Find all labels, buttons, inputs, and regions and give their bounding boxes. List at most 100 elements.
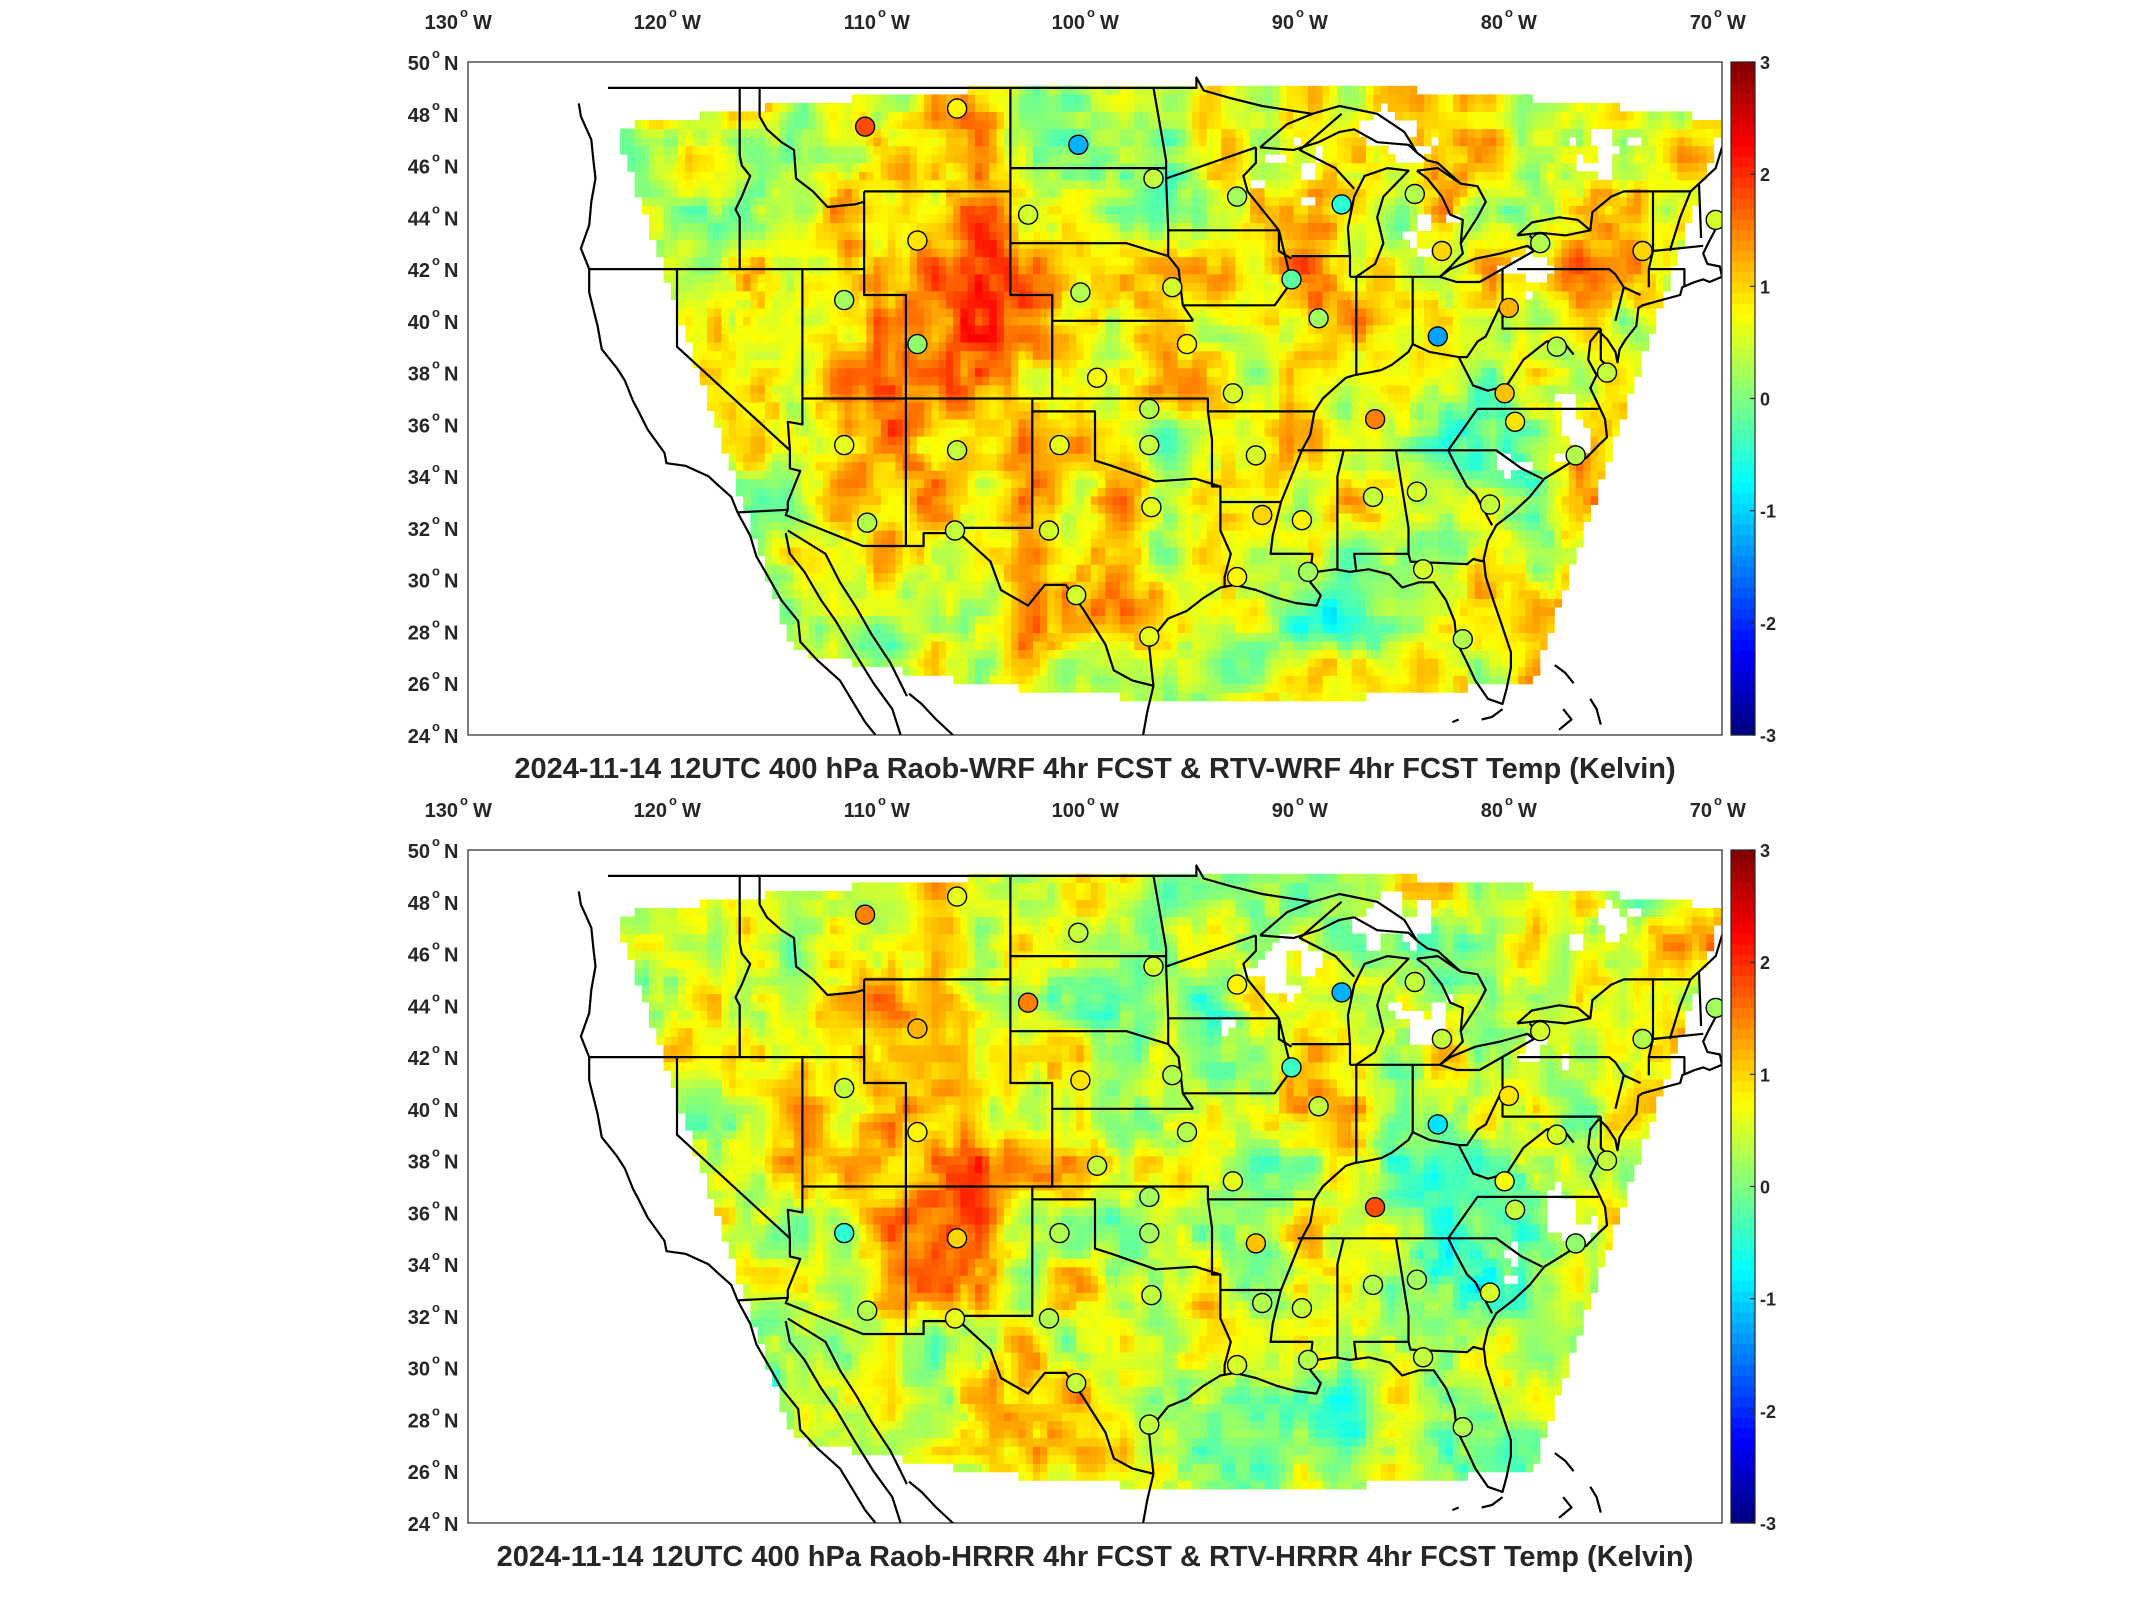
raob-station-marker[interactable] <box>1140 1187 1159 1206</box>
raob-station-marker[interactable] <box>1547 1125 1566 1144</box>
raob-station-marker[interactable] <box>1366 410 1385 429</box>
raob-station-marker[interactable] <box>1178 1123 1197 1142</box>
raob-station-marker[interactable] <box>1414 560 1433 579</box>
raob-station-marker[interactable] <box>1566 446 1585 465</box>
raob-station-marker[interactable] <box>1407 482 1426 501</box>
raob-station-marker[interactable] <box>1506 1200 1525 1219</box>
raob-station-marker[interactable] <box>1050 436 1069 455</box>
raob-station-marker[interactable] <box>835 1079 854 1098</box>
raob-station-marker[interactable] <box>856 905 875 924</box>
raob-station-marker[interactable] <box>1407 1270 1426 1289</box>
raob-station-marker[interactable] <box>1598 1151 1617 1170</box>
raob-station-marker[interactable] <box>835 436 854 455</box>
raob-station-marker[interactable] <box>1506 412 1525 431</box>
raob-station-marker[interactable] <box>908 1019 927 1038</box>
raob-station-marker[interactable] <box>1499 1086 1518 1105</box>
raob-station-marker[interactable] <box>1428 327 1447 346</box>
raob-station-marker[interactable] <box>1432 242 1451 261</box>
raob-station-marker[interactable] <box>1481 1283 1500 1302</box>
raob-station-marker[interactable] <box>1364 487 1383 506</box>
raob-station-marker[interactable] <box>1566 1234 1585 1253</box>
raob-station-marker[interactable] <box>1633 1030 1652 1049</box>
raob-station-marker[interactable] <box>1228 568 1247 587</box>
raob-station-marker[interactable] <box>1598 363 1617 382</box>
raob-station-marker[interactable] <box>1246 1234 1265 1253</box>
raob-station-marker[interactable] <box>1531 234 1550 253</box>
raob-station-marker[interactable] <box>1428 1115 1447 1134</box>
raob-station-marker[interactable] <box>946 521 965 540</box>
raob-station-marker[interactable] <box>1140 436 1159 455</box>
raob-station-marker[interactable] <box>1309 309 1328 328</box>
raob-station-marker[interactable] <box>1253 506 1272 525</box>
raob-station-marker[interactable] <box>1547 337 1566 356</box>
raob-station-marker[interactable] <box>1499 298 1518 317</box>
raob-station-marker[interactable] <box>1453 630 1472 649</box>
raob-station-marker[interactable] <box>1282 270 1301 289</box>
raob-station-marker[interactable] <box>908 335 927 354</box>
raob-station-marker[interactable] <box>1414 1348 1433 1367</box>
raob-station-marker[interactable] <box>1142 1286 1161 1305</box>
raob-station-marker[interactable] <box>1071 283 1090 302</box>
raob-station-marker[interactable] <box>858 1301 877 1320</box>
raob-station-marker[interactable] <box>1332 195 1351 214</box>
raob-station-marker[interactable] <box>1299 562 1318 581</box>
raob-station-marker[interactable] <box>1144 957 1163 976</box>
raob-station-marker[interactable] <box>1292 1299 1311 1318</box>
raob-station-marker[interactable] <box>1178 335 1197 354</box>
raob-station-marker[interactable] <box>1069 135 1088 154</box>
raob-station-marker[interactable] <box>1253 1294 1272 1313</box>
raob-station-marker[interactable] <box>1144 169 1163 188</box>
raob-station-marker[interactable] <box>1495 1172 1514 1191</box>
raob-station-marker[interactable] <box>908 231 927 250</box>
raob-station-marker[interactable] <box>1282 1058 1301 1077</box>
raob-station-marker[interactable] <box>1140 1415 1159 1434</box>
raob-station-marker[interactable] <box>948 1229 967 1248</box>
raob-station-marker[interactable] <box>1140 1224 1159 1243</box>
raob-station-marker[interactable] <box>1366 1198 1385 1217</box>
raob-station-marker[interactable] <box>1088 1156 1107 1175</box>
raob-station-marker[interactable] <box>1531 1022 1550 1041</box>
raob-station-marker[interactable] <box>948 441 967 460</box>
raob-station-marker[interactable] <box>908 1123 927 1142</box>
raob-station-marker[interactable] <box>1495 384 1514 403</box>
raob-station-marker[interactable] <box>1299 1350 1318 1369</box>
raob-station-marker[interactable] <box>1071 1071 1090 1090</box>
raob-station-marker[interactable] <box>1019 205 1038 224</box>
raob-station-marker[interactable] <box>1246 446 1265 465</box>
raob-station-marker[interactable] <box>948 887 967 906</box>
raob-station-marker[interactable] <box>1405 185 1424 204</box>
raob-station-marker[interactable] <box>1140 627 1159 646</box>
raob-station-marker[interactable] <box>1019 993 1038 1012</box>
raob-station-marker[interactable] <box>1481 495 1500 514</box>
raob-station-marker[interactable] <box>1405 973 1424 992</box>
raob-station-marker[interactable] <box>1432 1030 1451 1049</box>
raob-station-marker[interactable] <box>1228 975 1247 994</box>
raob-station-marker[interactable] <box>835 1224 854 1243</box>
raob-station-marker[interactable] <box>1453 1418 1472 1437</box>
raob-station-marker[interactable] <box>1163 1066 1182 1085</box>
raob-station-marker[interactable] <box>1163 278 1182 297</box>
raob-station-marker[interactable] <box>1292 511 1311 530</box>
raob-station-marker[interactable] <box>1140 399 1159 418</box>
raob-station-marker[interactable] <box>1228 187 1247 206</box>
raob-station-marker[interactable] <box>835 291 854 310</box>
raob-station-marker[interactable] <box>1309 1097 1328 1116</box>
raob-station-marker[interactable] <box>1067 1374 1086 1393</box>
raob-station-marker[interactable] <box>1364 1275 1383 1294</box>
raob-station-marker[interactable] <box>948 99 967 118</box>
raob-station-marker[interactable] <box>1067 586 1086 605</box>
raob-station-marker[interactable] <box>1228 1356 1247 1375</box>
raob-station-marker[interactable] <box>1050 1224 1069 1243</box>
raob-station-marker[interactable] <box>858 513 877 532</box>
raob-station-marker[interactable] <box>1069 923 1088 942</box>
raob-station-marker[interactable] <box>1633 242 1652 261</box>
raob-station-marker[interactable] <box>1332 983 1351 1002</box>
raob-station-marker[interactable] <box>1223 384 1242 403</box>
raob-station-marker[interactable] <box>1142 498 1161 517</box>
raob-station-marker[interactable] <box>1040 1309 1059 1328</box>
raob-station-marker[interactable] <box>1223 1172 1242 1191</box>
raob-station-marker[interactable] <box>946 1309 965 1328</box>
raob-station-marker[interactable] <box>1040 521 1059 540</box>
raob-station-marker[interactable] <box>1088 368 1107 387</box>
raob-station-marker[interactable] <box>856 117 875 136</box>
